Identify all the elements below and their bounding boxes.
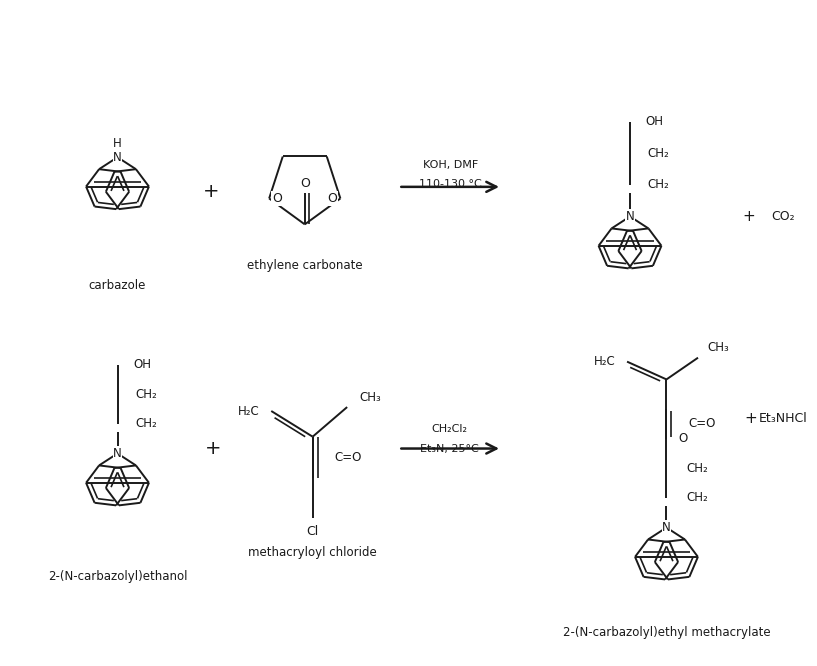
Text: OH: OH (645, 115, 663, 128)
Text: CO₂: CO₂ (771, 210, 795, 223)
Text: CH₂: CH₂ (686, 462, 708, 475)
Text: O: O (272, 192, 282, 205)
Text: N: N (626, 210, 634, 223)
Text: +: + (745, 412, 757, 426)
Text: Et₃NHCl: Et₃NHCl (758, 412, 807, 426)
Text: CH₂: CH₂ (136, 388, 157, 401)
Text: O: O (328, 192, 337, 205)
Text: O: O (300, 177, 310, 190)
Text: CH₃: CH₃ (708, 341, 730, 354)
Text: ethylene carbonate: ethylene carbonate (247, 259, 363, 272)
Text: KOH, DMF: KOH, DMF (423, 160, 478, 170)
Text: 2-(N-carbazolyl)ethanol: 2-(N-carbazolyl)ethanol (47, 570, 187, 583)
Text: CH₂: CH₂ (648, 178, 669, 191)
Text: +: + (203, 182, 220, 201)
Text: N: N (113, 151, 122, 164)
Text: CH₂: CH₂ (648, 147, 669, 160)
Text: +: + (205, 439, 221, 458)
Text: methacryloyl chloride: methacryloyl chloride (248, 545, 377, 559)
Text: OH: OH (133, 358, 151, 371)
Text: +: + (742, 209, 755, 224)
Text: CH₃: CH₃ (359, 391, 381, 404)
Text: H₂C: H₂C (593, 355, 615, 368)
Text: 110-130 °C: 110-130 °C (419, 179, 482, 189)
Text: N: N (113, 447, 122, 460)
Text: CH₂: CH₂ (686, 492, 708, 504)
Text: 2-(N-carbazolyl)ethyl methacrylate: 2-(N-carbazolyl)ethyl methacrylate (563, 626, 770, 639)
Text: CH₂Cl₂: CH₂Cl₂ (431, 424, 467, 434)
Text: CH₂: CH₂ (136, 418, 157, 430)
Text: C=O: C=O (688, 418, 716, 430)
Text: N: N (662, 521, 671, 534)
Text: Et₃N, 25°C: Et₃N, 25°C (420, 444, 479, 454)
Text: C=O: C=O (334, 451, 362, 464)
Text: H: H (113, 137, 122, 150)
Text: carbazole: carbazole (89, 279, 146, 292)
Text: Cl: Cl (306, 525, 319, 538)
Text: H₂C: H₂C (238, 404, 260, 418)
Text: O: O (678, 432, 688, 445)
